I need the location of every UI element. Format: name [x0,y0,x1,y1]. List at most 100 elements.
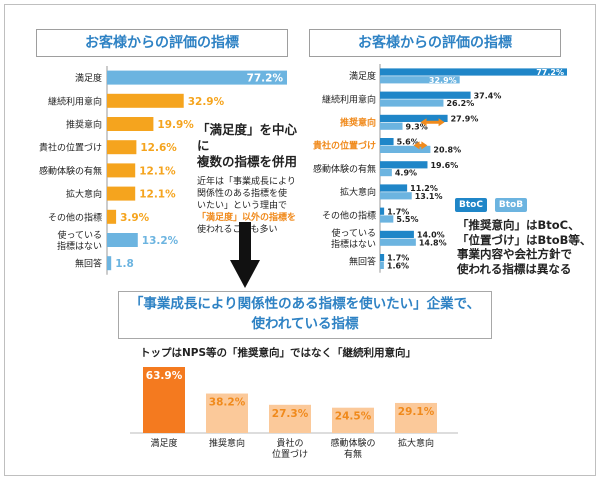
left-bar-8 [107,256,112,271]
right-bar-BtoC-4 [380,161,428,169]
right-value-label-BtoB-6: 5.5% [396,215,418,224]
left-category-label-7: 使っている指標はない [57,229,102,252]
left-note-body: 近年は「事業成長により 関係性のある指標を使 いたい」という理由で 「満足度」以… [197,176,302,236]
bottom-bar-2 [269,404,311,433]
right-bar-BtoB-2 [380,122,403,130]
right-value-label-BtoB-3: 20.8% [433,146,461,155]
bottom-caption: トップはNPS等の「推奨意向」ではなく「継続利用意向」 [140,347,417,359]
left-note-body-line-2: 関係性のある指標を使 [197,189,288,199]
right-bar-BtoC-1 [380,91,471,99]
left-value-label-6: 3.9% [120,212,150,224]
right-value-label-BtoC-2: 27.9% [451,115,479,124]
right-value-label-BtoC-8: 1.7% [387,254,409,263]
right-note-line-1: 「推奨意向」はBtoC、 [457,218,580,232]
left-bar-2 [107,117,154,131]
right-value-label-BtoB-2: 9.3% [406,122,428,131]
right-value-label-BtoC-6: 1.7% [387,207,409,216]
right-gap-arrow-head-left-3 [413,141,420,150]
right-value-label-BtoB-5: 13.1% [415,192,443,201]
right-value-label-BtoB-8: 1.6% [387,262,409,271]
bottom-value-label-3: 24.5% [335,411,372,423]
left-note-body-line-3: いたい」という理由で [197,201,288,211]
left-category-label-2: 推奨意向 [66,119,102,131]
legend-btoc: BtoC [455,198,487,212]
bottom-bar-4 [395,402,437,433]
left-bar-4 [107,163,136,178]
left-value-label-4: 12.1% [139,165,176,177]
right-value-label-BtoC-3: 5.6% [397,138,419,147]
right-bar-BtoC-0 [380,68,567,76]
left-bar-0 [107,70,287,85]
left-bar-3 [107,140,137,155]
left-category-label-3: 貴社の位置づけ [39,142,102,154]
right-bar-BtoB-7 [380,238,416,246]
legend-btob: BtoB [495,198,527,212]
right-value-label-BtoC-7: 14.0% [417,231,445,240]
right-bar-BtoC-6 [380,207,385,215]
left-value-label-7: 13.2% [142,235,179,247]
bottom-bar-1 [206,393,248,433]
right-category-label-3: 貴社の位置づけ [313,140,376,152]
right-value-label-BtoC-0: 77.2% [536,68,564,77]
bottom-category-label-3: 感動体験の有無 [330,437,375,460]
right-value-label-BtoB-4: 4.9% [395,169,417,178]
right-value-label-BtoB-1: 26.2% [446,99,474,108]
right-bar-BtoC-3 [380,138,394,146]
right-value-label-BtoB-0: 32.9% [429,76,457,85]
right-note-line-3: 事業内容や会社方針で [457,247,572,261]
right-value-label-BtoB-7: 14.8% [419,238,447,247]
left-note: 「満足度」を中心に 複数の指標を併用 近年は「事業成長により 関係性のある指標を… [197,122,302,236]
left-bar-5 [107,186,136,201]
right-gap-arrow-head-left-2 [420,118,427,127]
right-category-label-0: 満足度 [349,70,376,82]
left-value-label-0: 77.2% [247,73,284,85]
right-category-label-8: 無回答 [349,256,376,268]
right-bar-BtoC-7 [380,230,414,238]
bottom-value-label-0: 63.9% [146,370,183,382]
left-value-label-3: 12.6% [140,142,177,154]
right-category-label-4: 感動体験の有無 [313,163,376,175]
left-category-label-0: 満足度 [75,72,102,84]
right-gap-arrow-head-right-3 [421,141,428,150]
bottom-category-label-4: 拡大意向 [398,437,434,449]
left-note-heading-1: 「満足度」を中心に [197,122,298,153]
left-category-label-8: 無回答 [75,258,102,270]
right-category-label-2: 推奨意向 [340,117,376,129]
bottom-category-label-0: 満足度 [150,437,177,449]
left-note-body-line-1: 近年は「事業成長により [197,177,296,187]
right-category-label-7: 使っている指標はない [331,227,376,250]
left-category-label-4: 感動体験の有無 [39,165,102,177]
left-category-label-1: 継続利用意向 [48,95,102,107]
right-bar-BtoB-6 [380,215,394,223]
left-value-label-8: 1.8 [115,258,134,270]
left-category-label-5: 拡大意向 [66,188,102,200]
right-gap-arrow-icon-3 [413,141,428,150]
right-category-label-5: 拡大意向 [340,186,376,198]
right-bar-BtoB-5 [380,192,412,200]
right-category-label-6: その他の指標 [322,209,376,221]
right-note: 「推奨意向」はBtoC、 「位置づけ」はBtoB等、 事業内容や会社方針で 使わ… [457,218,597,276]
left-value-label-2: 19.9% [157,119,194,131]
bottom-value-label-4: 29.1% [398,406,435,418]
left-value-label-5: 12.1% [139,189,176,201]
bottom-bar-0 [143,367,185,433]
right-value-label-BtoC-5: 11.2% [410,184,438,193]
bottom-value-label-1: 38.2% [209,397,246,409]
right-chart-title: お客様からの評価の指標 [309,29,561,57]
banner-line-2: 使われている指標 [251,316,359,332]
right-category-label-1: 継続利用意向 [322,93,376,105]
left-value-label-1: 32.9% [188,96,225,108]
bottom-category-label-1: 推奨意向 [209,437,245,449]
right-gap-arrow-head-right-2 [438,118,445,127]
right-bar-BtoB-4 [380,169,392,177]
right-note-line-4: 使われる指標は異なる [457,261,572,276]
right-bar-BtoB-3 [380,145,431,153]
right-bar-BtoC-2 [380,114,448,122]
bottom-bar-3 [332,407,374,433]
right-value-label-BtoC-4: 19.6% [430,161,458,170]
right-bar-BtoB-1 [380,99,444,107]
banner-line-1: 「事業成長により関係性のある指標を使いたい」企業で、 [129,296,481,312]
